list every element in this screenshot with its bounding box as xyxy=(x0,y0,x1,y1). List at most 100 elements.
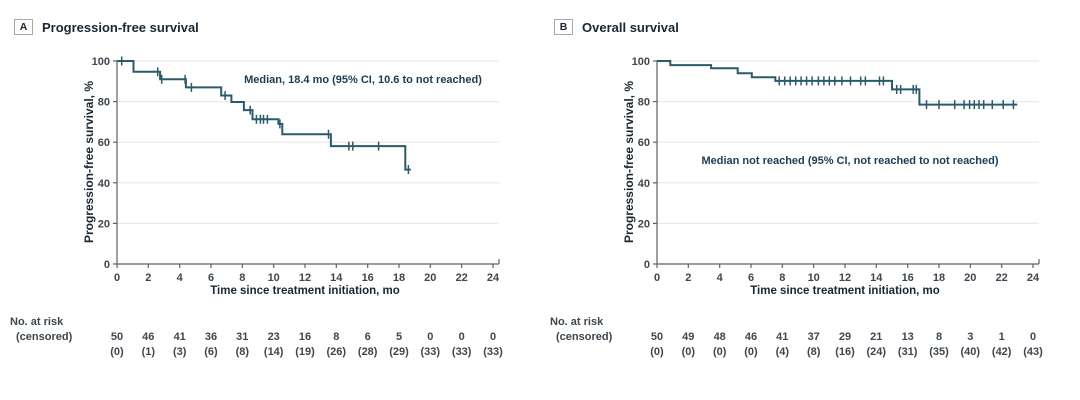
km-curve xyxy=(657,60,1018,106)
risk-censored-count: (8) xyxy=(236,346,250,358)
x-tick-label: 0 xyxy=(114,272,120,284)
risk-censored-count: (0) xyxy=(110,346,124,358)
risk-count: 41 xyxy=(174,331,186,343)
risk-count: 41 xyxy=(776,331,788,343)
risk-censored-count: (4) xyxy=(776,346,790,358)
risk-table-header: No. at risk xyxy=(550,316,604,328)
x-tick-label: 2 xyxy=(145,272,151,284)
x-tick-label: 20 xyxy=(424,272,436,284)
x-tick-label: 8 xyxy=(779,272,785,284)
risk-censored-count: (31) xyxy=(898,346,918,358)
x-tick-label: 24 xyxy=(1027,272,1040,284)
risk-table-subheader: (censored) xyxy=(16,331,73,343)
risk-censored-count: (40) xyxy=(961,346,981,358)
x-tick-label: 22 xyxy=(996,272,1008,284)
x-tick-label: 16 xyxy=(362,272,374,284)
risk-censored-count: (35) xyxy=(929,346,949,358)
x-tick-label: 6 xyxy=(748,272,754,284)
risk-censored-count: (0) xyxy=(744,346,758,358)
y-tick-label: 100 xyxy=(92,56,110,68)
risk-count: 8 xyxy=(333,331,339,343)
risk-censored-count: (3) xyxy=(173,346,187,358)
x-tick-label: 14 xyxy=(330,272,343,284)
risk-count: 37 xyxy=(808,331,820,343)
risk-censored-count: (6) xyxy=(204,346,218,358)
x-tick-label: 0 xyxy=(654,272,660,284)
risk-count: 50 xyxy=(651,331,663,343)
risk-count: 31 xyxy=(236,331,248,343)
risk-censored-count: (8) xyxy=(807,346,821,358)
risk-table-header: No. at risk xyxy=(10,316,64,328)
risk-count: 16 xyxy=(299,331,311,343)
risk-count: 0 xyxy=(1030,331,1036,343)
risk-count: 29 xyxy=(839,331,851,343)
x-tick-label: 18 xyxy=(393,272,405,284)
x-tick-label: 24 xyxy=(487,272,500,284)
x-tick-label: 6 xyxy=(208,272,214,284)
risk-count: 48 xyxy=(714,331,726,343)
risk-count: 0 xyxy=(427,331,433,343)
x-tick-label: 14 xyxy=(870,272,883,284)
median-annotation: Median, 18.4 mo (95% CI, 10.6 to not rea… xyxy=(244,74,482,86)
risk-censored-count: (0) xyxy=(682,346,696,358)
risk-censored-count: (28) xyxy=(358,346,378,358)
x-tick-label: 20 xyxy=(964,272,976,284)
risk-count: 0 xyxy=(459,331,465,343)
risk-censored-count: (26) xyxy=(327,346,347,358)
y-tick-label: 100 xyxy=(632,56,650,68)
y-tick-label: 40 xyxy=(638,178,650,190)
risk-count: 13 xyxy=(902,331,914,343)
risk-count: 0 xyxy=(490,331,496,343)
y-axis-title: Progression-free survival, % xyxy=(622,80,636,244)
risk-count: 46 xyxy=(745,331,757,343)
km-curve xyxy=(117,60,411,171)
median-annotation: Median not reached (95% CI, not reached … xyxy=(701,155,999,167)
x-tick-label: 12 xyxy=(299,272,311,284)
risk-censored-count: (24) xyxy=(867,346,887,358)
panel-title: Progression-free survival xyxy=(42,19,199,35)
x-tick-label: 10 xyxy=(268,272,280,284)
risk-censored-count: (1) xyxy=(142,346,156,358)
risk-count: 21 xyxy=(870,331,882,343)
y-tick-label: 40 xyxy=(98,178,110,190)
risk-censored-count: (16) xyxy=(835,346,855,358)
x-tick-label: 10 xyxy=(808,272,820,284)
panel-progression-free-survival: A Progression-free survival 0 20 40 60 80 100… xyxy=(10,19,503,358)
risk-censored-count: (33) xyxy=(452,346,472,358)
x-tick-label: 2 xyxy=(685,272,691,284)
risk-count: 50 xyxy=(111,331,123,343)
risk-censored-count: (29) xyxy=(389,346,409,358)
risk-censored-count: (33) xyxy=(483,346,503,358)
risk-table-subheader: (censored) xyxy=(556,331,613,343)
risk-count: 23 xyxy=(268,331,280,343)
risk-count: 3 xyxy=(967,331,973,343)
y-tick-label: 60 xyxy=(98,137,110,149)
panel-letter-badge: B xyxy=(554,19,573,35)
risk-count: 8 xyxy=(936,331,942,343)
y-tick-label: 20 xyxy=(98,218,110,230)
x-tick-label: 16 xyxy=(902,272,914,284)
risk-count: 46 xyxy=(142,331,154,343)
y-tick-label: 60 xyxy=(638,137,650,149)
x-tick-label: 8 xyxy=(239,272,245,284)
y-tick-label: 80 xyxy=(638,97,650,109)
x-tick-label: 12 xyxy=(839,272,851,284)
x-tick-label: 18 xyxy=(933,272,945,284)
panel-a-header: A Progression-free survival xyxy=(14,19,199,35)
risk-censored-count: (43) xyxy=(1023,346,1043,358)
x-axis-title: Time since treatment initiation, mo xyxy=(210,285,400,297)
risk-censored-count: (14) xyxy=(264,346,284,358)
risk-count: 5 xyxy=(396,331,402,343)
risk-count: 6 xyxy=(365,331,371,343)
risk-count: 49 xyxy=(682,331,694,343)
x-axis-title: Time since treatment initiation, mo xyxy=(750,285,940,297)
x-tick-label: 22 xyxy=(456,272,468,284)
risk-count: 36 xyxy=(205,331,217,343)
y-tick-label: 20 xyxy=(638,218,650,230)
risk-censored-count: (42) xyxy=(992,346,1012,358)
risk-censored-count: (0) xyxy=(713,346,727,358)
risk-count: 1 xyxy=(999,331,1005,343)
y-axis-title: Progression-free survival, % xyxy=(82,80,96,244)
